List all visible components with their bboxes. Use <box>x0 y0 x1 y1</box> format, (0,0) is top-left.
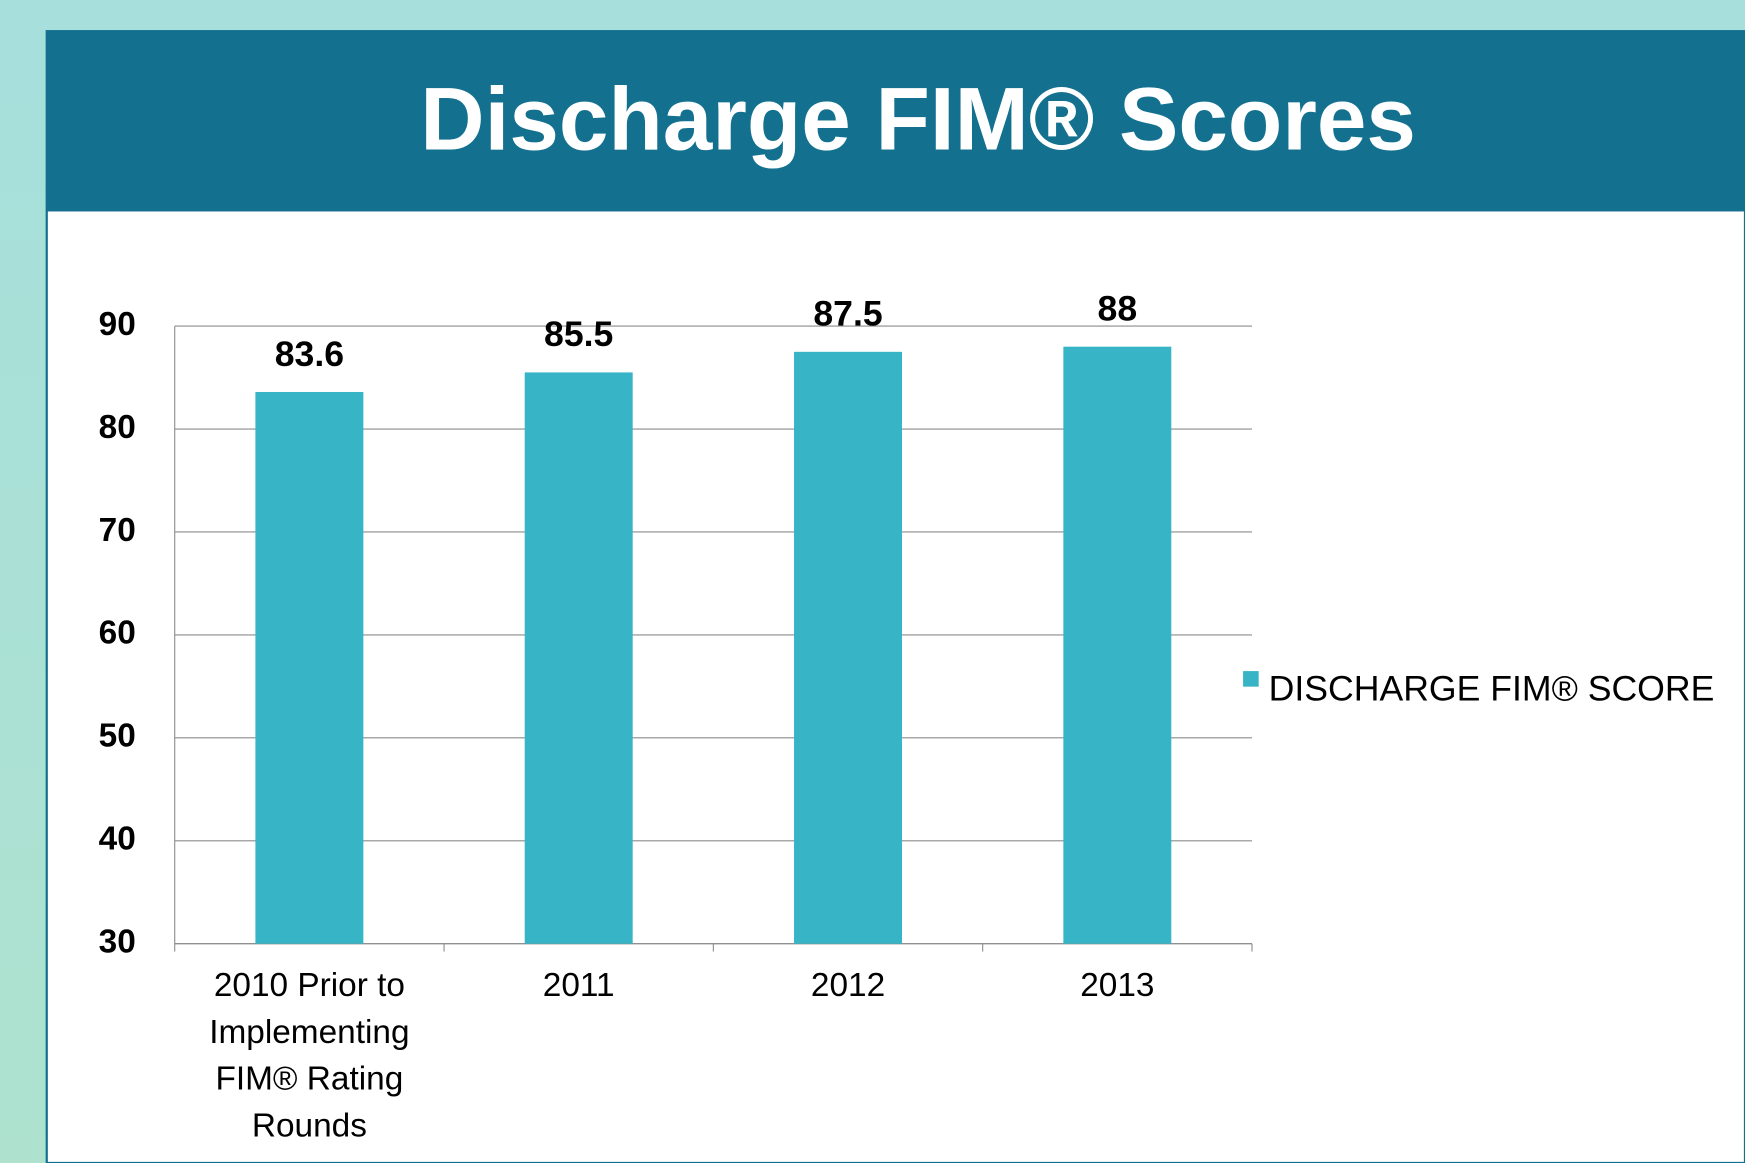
x-tick-label: 2011 <box>543 967 615 1004</box>
y-tick-label: 60 <box>99 615 136 652</box>
y-tick-label: 90 <box>99 306 136 343</box>
legend-label: DISCHARGE FIM® SCORE <box>1269 669 1715 709</box>
data-label: 83.6 <box>275 334 344 374</box>
x-tick-label: 2010 Prior to Implementing FIM® Rating Roun… <box>209 967 409 1144</box>
x-tick-label: 2013 <box>1080 967 1154 1004</box>
data-label: 87.5 <box>813 294 882 334</box>
bar <box>794 351 902 944</box>
y-tick-label: 80 <box>99 409 136 446</box>
bar <box>255 391 364 944</box>
bar <box>1063 346 1172 944</box>
y-tick-label: 40 <box>99 821 136 858</box>
y-tick-label: 70 <box>99 512 136 549</box>
x-tick-label: 2012 <box>811 967 885 1004</box>
header <box>46 31 1745 212</box>
chart-title: Discharge FIM® Scores <box>420 68 1416 168</box>
data-label: 88 <box>1098 288 1138 328</box>
data-label: 85.5 <box>544 314 613 354</box>
legend-swatch <box>1243 671 1259 687</box>
y-tick-label: 30 <box>99 924 136 961</box>
y-tick-label: 50 <box>99 718 136 755</box>
bar <box>524 372 633 944</box>
